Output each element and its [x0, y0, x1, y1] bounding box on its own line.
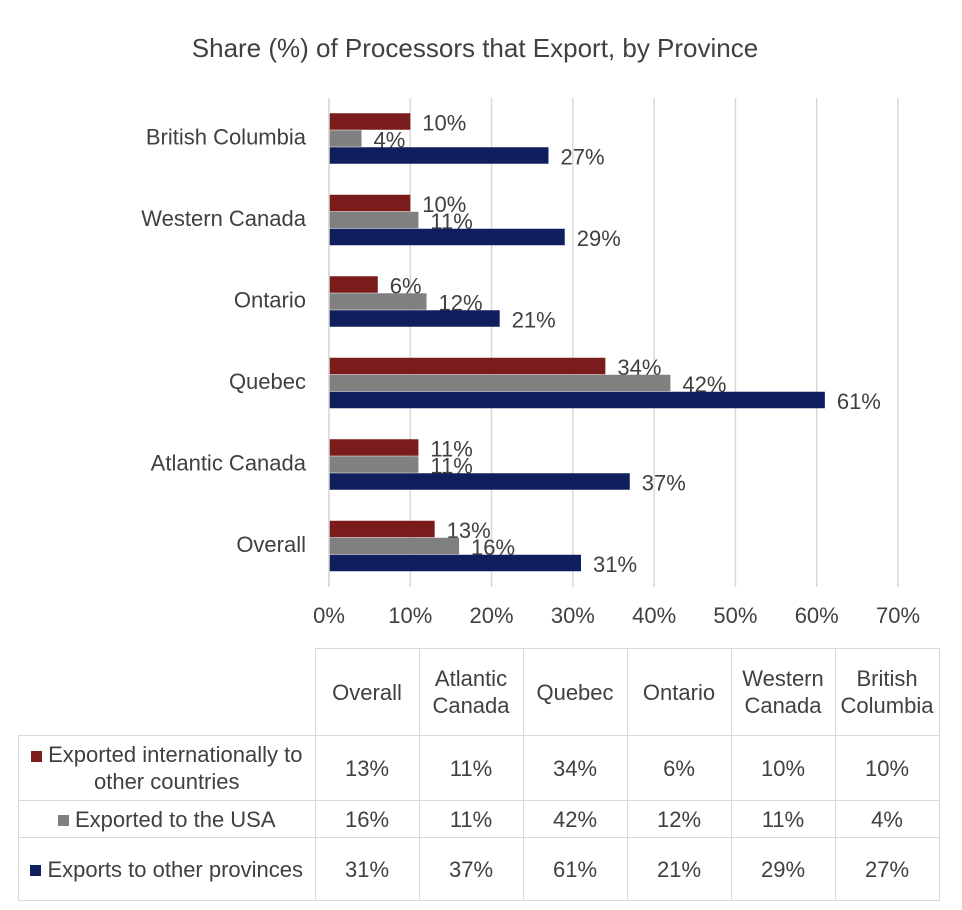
table-value: 4%: [834, 800, 940, 838]
table-value: 29%: [730, 837, 836, 901]
table-value: 21%: [626, 837, 732, 901]
table-value: 13%: [314, 735, 420, 801]
bar: [329, 310, 500, 327]
value-label: 37%: [642, 471, 686, 496]
table-value: 12%: [626, 800, 732, 838]
x-tick-label: 50%: [713, 603, 757, 628]
bar: [329, 456, 419, 473]
table-value: 31%: [314, 837, 420, 901]
bar: [329, 537, 460, 555]
y-tick-label: British Columbia: [146, 125, 307, 150]
value-label: 21%: [512, 308, 556, 333]
data-table: Overall Atlantic Canada Quebec Ontario Weste…: [18, 648, 940, 901]
x-tick-label: 20%: [470, 603, 514, 628]
legend-label: Exported internationally to other countr…: [48, 742, 303, 794]
blank: [19, 649, 316, 736]
legend-entry: Exported to the USA: [18, 800, 316, 838]
x-tick-label: 30%: [551, 603, 595, 628]
chart-title: Share (%) of Processors that Export, by …: [192, 33, 758, 63]
value-label: 11%: [430, 437, 472, 462]
table-header: Atlantic Canada: [418, 648, 524, 736]
bar: [329, 130, 362, 147]
y-tick-label: Atlantic Canada: [151, 451, 307, 476]
value-label: 29%: [577, 226, 621, 251]
x-tick-label: 0%: [313, 603, 345, 628]
bar: [329, 293, 427, 310]
table-header: Quebec: [522, 648, 628, 736]
y-tick-label: Ontario: [234, 288, 306, 313]
table-value: 11%: [418, 800, 524, 838]
table-value: 11%: [730, 800, 836, 838]
table-header: British Columbia: [834, 648, 940, 736]
table-value: 6%: [626, 735, 732, 801]
bar: [329, 276, 378, 293]
table-value: 16%: [314, 800, 420, 838]
bar: [329, 113, 411, 130]
x-tick-label: 60%: [795, 603, 839, 628]
bar: [329, 473, 630, 490]
value-label: 10%: [422, 111, 466, 136]
bar: [329, 228, 565, 246]
value-label: 31%: [593, 552, 637, 577]
legend-entry: Exports to other provinces: [18, 837, 316, 901]
bar: [329, 374, 671, 392]
y-tick-label: Western Canada: [141, 206, 306, 231]
x-tick-label: 40%: [632, 603, 676, 628]
bar: [329, 147, 549, 164]
legend-key: [31, 750, 43, 762]
bar: [329, 554, 581, 572]
table-header: Ontario: [626, 648, 732, 736]
y-tick-label: Overall: [236, 532, 306, 557]
bar: [329, 520, 435, 538]
legend-label: Exported to the USA: [74, 806, 276, 832]
value-label: 61%: [837, 389, 881, 414]
table-value: 61%: [522, 837, 628, 901]
legend-key: [57, 815, 69, 827]
table-value: 37%: [418, 837, 524, 901]
x-tick-label: 10%: [388, 603, 432, 628]
bar: [329, 439, 419, 456]
bar: [329, 357, 606, 375]
y-tick-label: Quebec: [229, 369, 306, 394]
table-header: Western Canada: [730, 648, 836, 736]
table-value: 11%: [418, 735, 524, 801]
table-header: Overall: [314, 648, 420, 736]
bar: [329, 211, 419, 229]
legend-key: [30, 865, 42, 877]
table-value: 34%: [522, 735, 628, 801]
value-label: 27%: [560, 145, 604, 170]
x-tick-label: 70%: [876, 603, 920, 628]
table-value: 42%: [522, 800, 628, 838]
table-value: 10%: [730, 735, 836, 801]
bar: [329, 194, 411, 212]
value-label: 10%: [422, 192, 466, 217]
legend-label: Exports to other provinces: [47, 856, 304, 882]
table-value: 27%: [834, 837, 940, 901]
bar: [329, 391, 825, 409]
legend-entry: Exported internationally to other countr…: [18, 735, 316, 801]
table-value: 10%: [834, 735, 940, 801]
chart: Share (%) of Processors that Export, by …: [141, 33, 920, 628]
